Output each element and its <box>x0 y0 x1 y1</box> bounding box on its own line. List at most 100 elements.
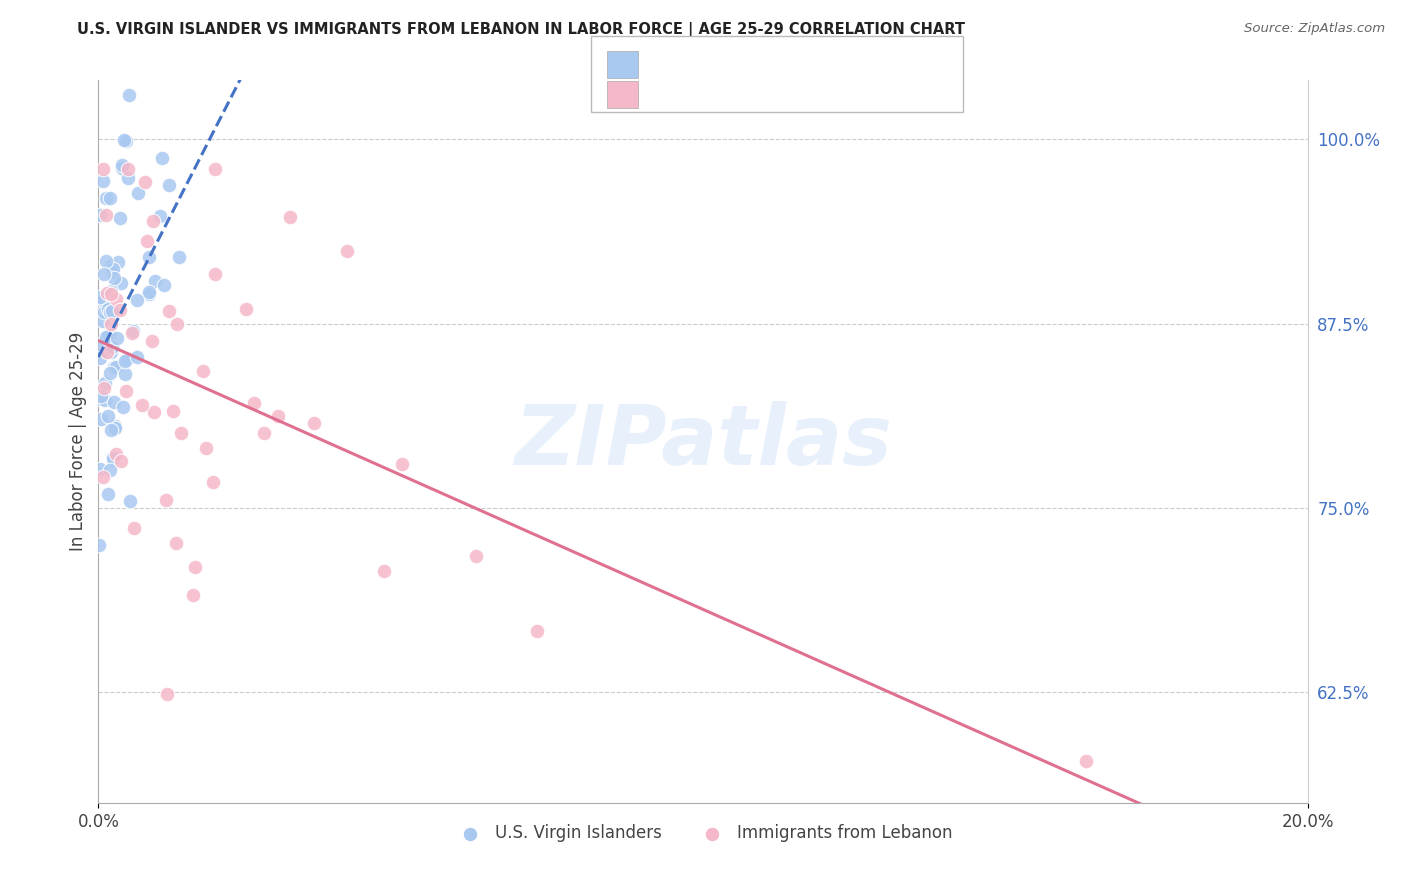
Point <box>93 381 115 395</box>
Point <box>391 457 413 471</box>
Point <box>93 267 115 281</box>
Point <box>97 327 120 342</box>
Legend: U.S. Virgin Islanders, Immigrants from Lebanon: U.S. Virgin Islanders, Immigrants from L… <box>447 817 959 848</box>
Point <box>253 426 276 441</box>
Point <box>101 451 124 466</box>
Point <box>104 292 127 306</box>
Point <box>104 418 127 433</box>
Point <box>157 178 180 193</box>
Point <box>90 412 112 426</box>
Point <box>97 302 120 317</box>
Point <box>141 334 163 348</box>
Point <box>184 560 207 574</box>
Text: U.S. VIRGIN ISLANDER VS IMMIGRANTS FROM LEBANON IN LABOR FORCE | AGE 25-29 CORRE: U.S. VIRGIN ISLANDER VS IMMIGRANTS FROM … <box>77 22 966 38</box>
Text: R =: R = <box>650 55 689 73</box>
Point <box>97 487 120 501</box>
Point <box>91 161 114 176</box>
Y-axis label: In Labor Force | Age 25-29: In Labor Force | Age 25-29 <box>69 332 87 551</box>
Point <box>336 244 359 258</box>
Point <box>105 359 128 374</box>
Point <box>91 293 114 307</box>
Point <box>114 134 136 148</box>
Point <box>91 470 114 484</box>
Point <box>125 293 148 307</box>
Point <box>138 286 160 301</box>
Point <box>136 234 159 248</box>
Point <box>156 687 179 701</box>
Point <box>155 492 177 507</box>
Point <box>87 538 110 552</box>
Point <box>201 475 224 490</box>
Point <box>111 159 134 173</box>
Point <box>464 549 486 563</box>
Text: 0.349: 0.349 <box>692 55 754 74</box>
Point <box>98 463 121 477</box>
Point <box>110 454 132 468</box>
Point <box>122 520 145 534</box>
Point <box>131 398 153 412</box>
Point <box>204 267 226 281</box>
Point <box>108 211 131 225</box>
Point <box>122 324 145 338</box>
Point <box>105 447 128 461</box>
Point <box>235 302 257 317</box>
Point <box>110 276 132 290</box>
Point <box>112 133 135 147</box>
Text: 72: 72 <box>790 55 817 74</box>
Point <box>204 161 226 176</box>
Point <box>138 285 160 300</box>
Point <box>1074 754 1097 768</box>
Point <box>143 274 166 288</box>
Point <box>167 250 190 264</box>
Text: N =: N = <box>748 55 787 73</box>
Point <box>97 409 120 423</box>
Point <box>89 208 111 222</box>
Point <box>166 317 188 331</box>
Point <box>111 400 134 414</box>
Point <box>104 421 127 435</box>
Text: ZIPatlas: ZIPatlas <box>515 401 891 482</box>
Text: Source: ZipAtlas.com: Source: ZipAtlas.com <box>1244 22 1385 36</box>
Point <box>96 285 118 300</box>
Point <box>100 345 122 359</box>
Point <box>100 265 122 279</box>
Point <box>94 208 117 222</box>
Text: 48: 48 <box>790 86 817 104</box>
Point <box>96 330 118 344</box>
Point <box>267 409 290 424</box>
Point <box>149 209 172 223</box>
Point <box>138 250 160 264</box>
Point <box>181 588 204 602</box>
Point <box>94 393 117 408</box>
Point <box>89 351 111 366</box>
Point <box>195 441 218 455</box>
Point <box>97 341 120 355</box>
Point <box>100 259 122 273</box>
Point <box>142 405 165 419</box>
Point <box>170 425 193 440</box>
Point <box>101 452 124 467</box>
Point <box>114 353 136 368</box>
Point <box>100 318 122 332</box>
Point <box>101 262 124 277</box>
Point <box>153 277 176 292</box>
Point <box>127 350 149 364</box>
Point <box>114 367 136 381</box>
Point <box>94 191 117 205</box>
Text: N =: N = <box>748 86 787 103</box>
Point <box>108 302 131 317</box>
Point <box>87 337 110 351</box>
Point <box>118 88 141 103</box>
Point <box>134 175 156 189</box>
Point <box>100 423 122 437</box>
Point <box>91 174 114 188</box>
Point <box>115 352 138 367</box>
Point <box>90 389 112 403</box>
Point <box>115 384 138 398</box>
Point <box>117 171 139 186</box>
Point <box>127 186 149 201</box>
Point <box>107 331 129 345</box>
Point <box>93 314 115 328</box>
Point <box>100 287 122 301</box>
Point <box>304 416 326 430</box>
